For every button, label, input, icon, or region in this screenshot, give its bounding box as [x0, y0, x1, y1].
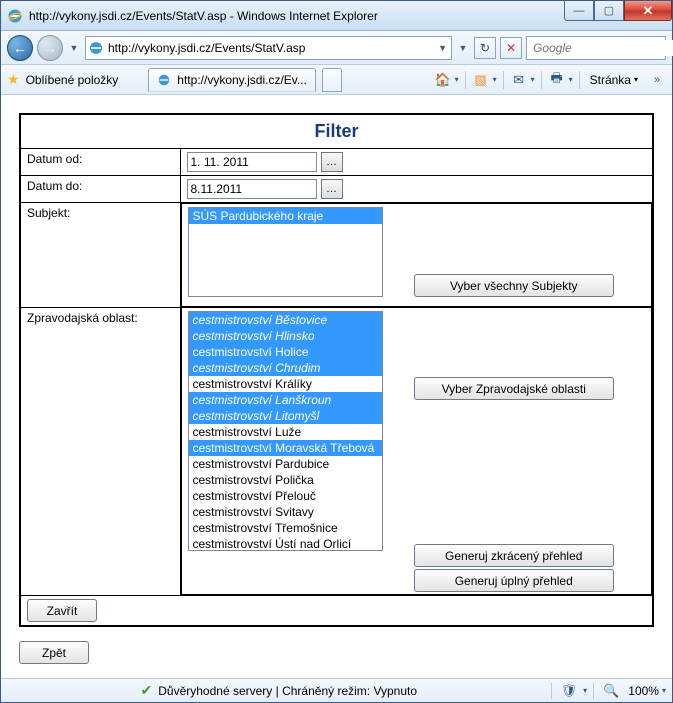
print-dropdown[interactable]: ▾ [569, 75, 573, 84]
back-page-button[interactable]: Zpět [19, 641, 89, 664]
list-item[interactable]: cestmistrovství Polička [189, 472, 382, 488]
mail-dropdown[interactable]: ▾ [531, 75, 535, 84]
status-text: Důvěryhodné servery | Chráněný režim: Vy… [158, 684, 417, 698]
generate-full-button[interactable]: Generuj úplný přehled [414, 569, 614, 592]
subject-listbox[interactable]: SÚS Pardubického kraje [188, 207, 383, 297]
list-item[interactable]: cestmistrovství Přelouč [189, 488, 382, 504]
tab-label: http://vykony.jsdi.cz/Ev... [177, 73, 307, 87]
subject-cell: SÚS Pardubického kraje Vyber všechny Sub… [181, 203, 653, 307]
list-item[interactable]: cestmistrovství Lanškroun [189, 392, 382, 408]
address-bar[interactable]: ▼ [85, 36, 452, 60]
ie-logo-icon [7, 8, 23, 24]
back-nav-button[interactable]: ← [7, 35, 33, 61]
favorites-star-icon[interactable]: ★ [7, 71, 20, 88]
minimize-button[interactable]: — [564, 1, 594, 21]
print-icon[interactable]: 🖶 [548, 71, 566, 89]
home-dropdown[interactable]: ▾ [455, 75, 459, 84]
search-box[interactable]: G 🔍 ▾ [526, 36, 666, 60]
list-item[interactable]: SÚS Pardubického kraje [189, 208, 382, 224]
list-item[interactable]: cestmistrovství Třemošnice [189, 520, 382, 536]
area-cell: cestmistrovství Běstovicecestmistrovství… [181, 307, 653, 595]
close-row: Zavřít [20, 596, 653, 627]
select-all-subjects-button[interactable]: Vyber všechny Subjekty [414, 274, 614, 297]
date-from-picker-button[interactable]: … [321, 152, 343, 172]
security-check-icon: ✔ [141, 682, 153, 699]
forward-nav-button[interactable]: → [37, 35, 63, 61]
filter-table: Filter Datum od: … Datum do: … [19, 113, 654, 627]
list-item[interactable]: cestmistrovství Chrudim [189, 360, 382, 376]
feeds-icon[interactable]: ▧ [472, 71, 490, 89]
filter-header: Filter [20, 114, 653, 149]
close-button[interactable]: ✕ [624, 1, 672, 21]
status-bar: ✔ Důvěryhodné servery | Chráněný režim: … [1, 678, 672, 702]
titlebar: http://vykony.jsdi.cz/Events/StatV.asp -… [1, 1, 672, 31]
nav-history-dropdown[interactable]: ▼ [67, 43, 81, 53]
favorites-bar: ★ Oblíbené položky http://vykony.jsdi.cz… [1, 65, 672, 95]
toolbar-overflow-icon[interactable]: » [648, 71, 666, 89]
date-to-cell: … [180, 176, 653, 203]
list-item[interactable]: cestmistrovství Moravská Třebová [189, 440, 382, 456]
home-icon[interactable]: 🏠 [434, 71, 452, 89]
page-menu-button[interactable]: Stránka▾ [586, 73, 642, 87]
protected-mode-icon[interactable]: 🛡 [558, 683, 581, 699]
list-item[interactable]: cestmistrovství Hlinsko [189, 328, 382, 344]
subject-label: Subjekt: [20, 203, 180, 308]
favorites-label[interactable]: Oblíbené položky [26, 73, 119, 87]
date-from-input[interactable] [187, 152, 317, 172]
date-to-label: Datum do: [20, 176, 180, 203]
list-item[interactable]: cestmistrovství Běstovice [189, 312, 382, 328]
page-content: Filter Datum od: … Datum do: … [1, 95, 672, 678]
date-from-cell: … [180, 149, 653, 176]
date-to-picker-button[interactable]: … [321, 179, 343, 199]
mail-icon[interactable]: ✉ [510, 71, 528, 89]
ie-window: http://vykony.jsdi.cz/Events/StatV.asp -… [0, 0, 673, 703]
stop-button[interactable]: ✕ [500, 37, 522, 59]
select-areas-button[interactable]: Vyber Zpravodajské oblasti [414, 377, 614, 400]
list-item[interactable]: cestmistrovství Ústí nad Orlicí [189, 536, 382, 551]
search-input[interactable] [531, 40, 673, 56]
maximize-button[interactable]: ▢ [594, 1, 624, 21]
url-input[interactable] [108, 38, 432, 58]
list-item[interactable]: cestmistrovství Holice [189, 344, 382, 360]
list-item[interactable]: cestmistrovství Králíky [189, 376, 382, 392]
list-item[interactable]: cestmistrovství Luže [189, 424, 382, 440]
zoom-value: 100% [628, 684, 659, 698]
tab-page-icon [157, 73, 171, 87]
date-to-input[interactable] [187, 179, 317, 199]
feeds-dropdown[interactable]: ▾ [493, 75, 497, 84]
generate-short-button[interactable]: Generuj zkrácený přehled [414, 544, 614, 567]
zoom-dropdown[interactable]: ▾ [662, 686, 666, 695]
navbar: ← → ▼ ▼ ▼ ↻ ✕ G 🔍 ▾ [1, 31, 672, 65]
list-item[interactable]: cestmistrovství Litomyšl [189, 408, 382, 424]
close-filter-button[interactable]: Zavřít [27, 599, 97, 622]
area-label: Zpravodajská oblast: [20, 307, 180, 596]
zoom-icon[interactable]: 🔍 [600, 683, 622, 699]
date-from-label: Datum od: [20, 149, 180, 176]
address-dropdown-icon[interactable]: ▼ [436, 43, 449, 53]
page-icon [88, 40, 104, 56]
page-menu-label: Stránka [590, 73, 631, 87]
protected-dropdown[interactable]: ▾ [583, 686, 587, 695]
list-item[interactable]: cestmistrovství Svitavy [189, 504, 382, 520]
browser-tab[interactable]: http://vykony.jsdi.cz/Ev... [148, 68, 316, 92]
addr-history-dropdown[interactable]: ▼ [456, 43, 470, 53]
new-tab-button[interactable] [322, 68, 342, 92]
refresh-button[interactable]: ↻ [474, 37, 496, 59]
area-listbox[interactable]: cestmistrovství Běstovicecestmistrovství… [188, 311, 383, 551]
list-item[interactable]: cestmistrovství Pardubice [189, 456, 382, 472]
